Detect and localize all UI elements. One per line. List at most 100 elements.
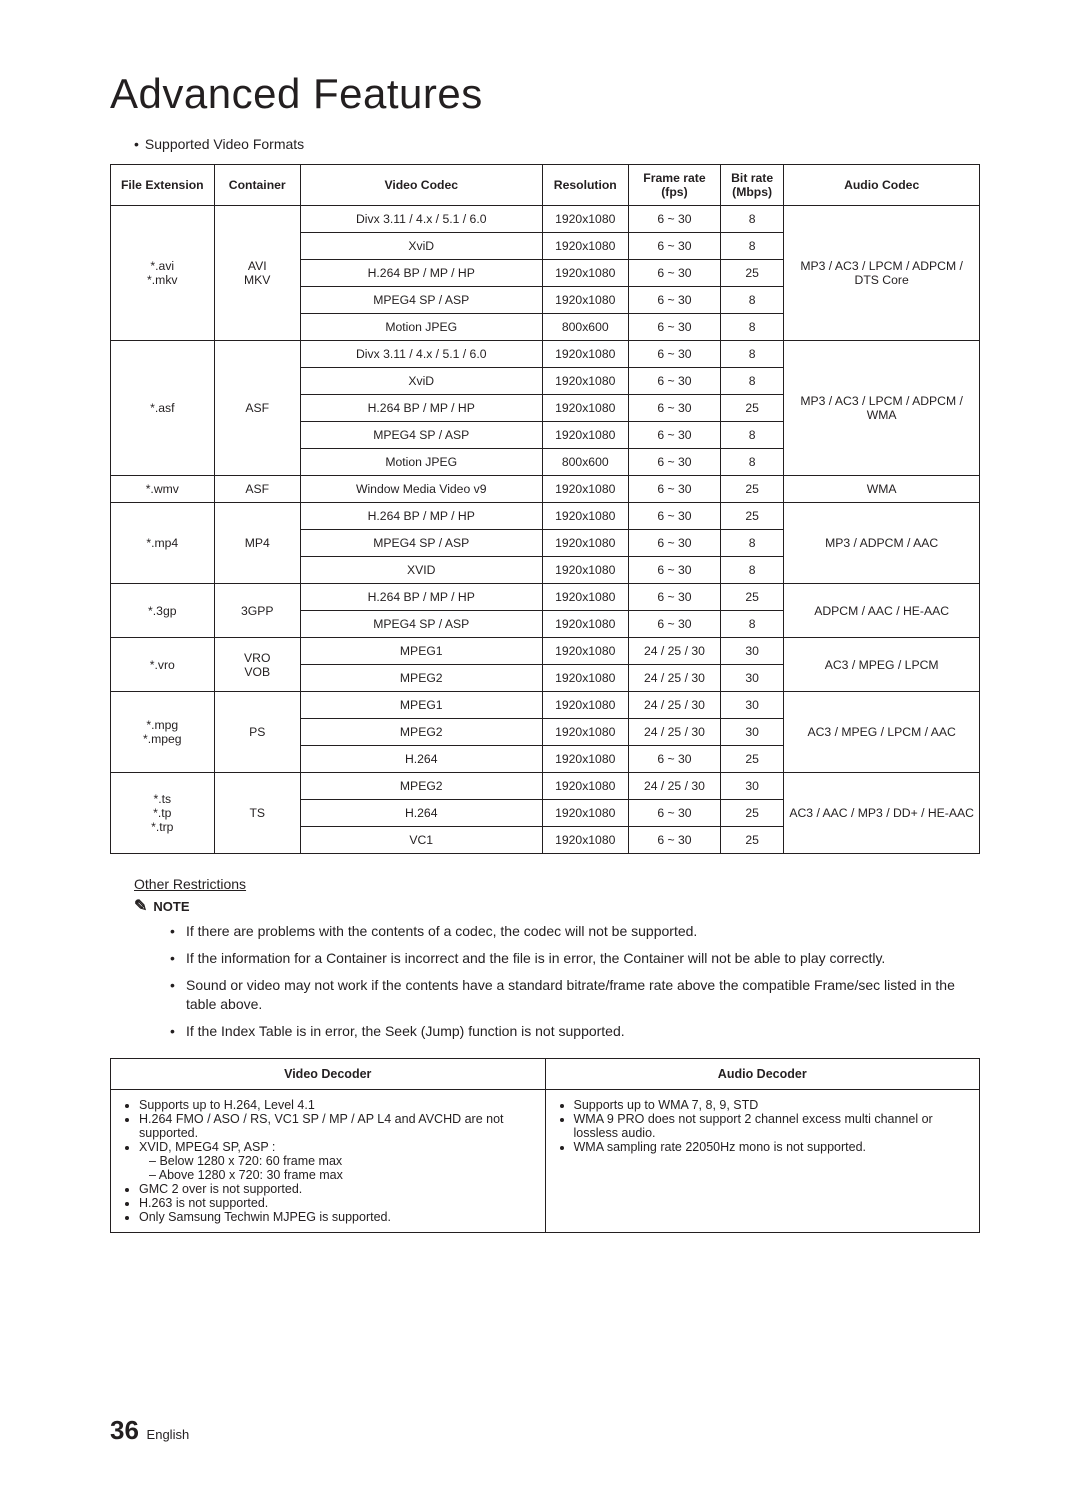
ext-cell: *.ts*.tp*.trp [111, 773, 215, 854]
ext-cell: *.avi*.mkv [111, 206, 215, 341]
note-item: If the information for a Container is in… [170, 949, 980, 968]
page-title: Advanced Features [110, 70, 980, 118]
table-cell: 1920x1080 [542, 557, 628, 584]
table-cell: 1920x1080 [542, 800, 628, 827]
table-cell: 6 ~ 30 [628, 557, 720, 584]
table-cell: 1920x1080 [542, 719, 628, 746]
audio-codec-cell: MP3 / AC3 / LPCM / ADPCM / DTS Core [784, 206, 980, 341]
container-cell: MP4 [214, 503, 300, 584]
page-footer: 36 English [110, 1415, 189, 1446]
table-cell: H.264 BP / MP / HP [300, 584, 542, 611]
table-cell: 1920x1080 [542, 746, 628, 773]
audio-decoder-item: WMA sampling rate 22050Hz mono is not su… [574, 1140, 970, 1154]
video-format-table: File ExtensionContainerVideo CodecResolu… [110, 164, 980, 854]
table-header: Bit rate (Mbps) [720, 165, 783, 206]
decoder-audio-cell: Supports up to WMA 7, 8, 9, STDWMA 9 PRO… [545, 1090, 980, 1233]
table-cell: 6 ~ 30 [628, 206, 720, 233]
decoder-video-cell: Supports up to H.264, Level 4.1H.264 FMO… [111, 1090, 546, 1233]
table-cell: Motion JPEG [300, 314, 542, 341]
table-cell: 25 [720, 827, 783, 854]
audio-codec-cell: AC3 / AAC / MP3 / DD+ / HE-AAC [784, 773, 980, 854]
audio-codec-cell: WMA [784, 476, 980, 503]
notes-list: If there are problems with the contents … [170, 922, 980, 1040]
audio-codec-cell: MP3 / ADPCM / AAC [784, 503, 980, 584]
table-cell: 800x600 [542, 449, 628, 476]
table-header: Video Codec [300, 165, 542, 206]
table-cell: MPEG4 SP / ASP [300, 611, 542, 638]
ext-cell: *.mp4 [111, 503, 215, 584]
table-cell: 1920x1080 [542, 584, 628, 611]
subtitle-row: Supported Video Formats [134, 136, 980, 152]
table-cell: 8 [720, 233, 783, 260]
table-cell: 6 ~ 30 [628, 503, 720, 530]
table-header: Container [214, 165, 300, 206]
ext-cell: *.3gp [111, 584, 215, 638]
table-cell: 6 ~ 30 [628, 395, 720, 422]
note-item: Sound or video may not work if the conte… [170, 976, 980, 1014]
table-cell: H.264 BP / MP / HP [300, 260, 542, 287]
table-cell: 30 [720, 773, 783, 800]
table-cell: 24 / 25 / 30 [628, 665, 720, 692]
video-decoder-item: Supports up to H.264, Level 4.1 [139, 1098, 535, 1112]
table-cell: 8 [720, 557, 783, 584]
table-cell: 6 ~ 30 [628, 530, 720, 557]
table-cell: 1920x1080 [542, 368, 628, 395]
table-cell: 1920x1080 [542, 341, 628, 368]
video-decoder-item: Only Samsung Techwin MJPEG is supported. [139, 1210, 535, 1224]
table-cell: 30 [720, 665, 783, 692]
table-cell: 25 [720, 476, 783, 503]
table-cell: 800x600 [542, 314, 628, 341]
table-cell: 6 ~ 30 [628, 341, 720, 368]
table-cell: 1920x1080 [542, 638, 628, 665]
table-cell: 6 ~ 30 [628, 827, 720, 854]
note-icon: ✎ [134, 896, 147, 916]
table-cell: 24 / 25 / 30 [628, 719, 720, 746]
video-decoder-item: H.263 is not supported. [139, 1196, 535, 1210]
decoder-header-video: Video Decoder [111, 1059, 546, 1090]
video-decoder-subitem: Below 1280 x 720: 60 frame max [149, 1154, 535, 1168]
video-decoder-item: H.264 FMO / ASO / RS, VC1 SP / MP / AP L… [139, 1112, 535, 1140]
audio-codec-cell: ADPCM / AAC / HE-AAC [784, 584, 980, 638]
table-cell: 1920x1080 [542, 260, 628, 287]
container-cell: ASF [214, 476, 300, 503]
table-header: Audio Codec [784, 165, 980, 206]
table-cell: Divx 3.11 / 4.x / 5.1 / 6.0 [300, 206, 542, 233]
table-cell: 8 [720, 287, 783, 314]
table-cell: XviD [300, 368, 542, 395]
table-cell: 6 ~ 30 [628, 422, 720, 449]
table-cell: 25 [720, 746, 783, 773]
table-cell: 1920x1080 [542, 611, 628, 638]
table-cell: 6 ~ 30 [628, 233, 720, 260]
table-cell: 6 ~ 30 [628, 449, 720, 476]
audio-codec-cell: AC3 / MPEG / LPCM [784, 638, 980, 692]
table-cell: 24 / 25 / 30 [628, 692, 720, 719]
decoder-table: Video Decoder Audio Decoder Supports up … [110, 1058, 980, 1233]
note-label: NOTE [153, 899, 189, 914]
table-cell: MPEG4 SP / ASP [300, 422, 542, 449]
table-cell: 6 ~ 30 [628, 368, 720, 395]
table-cell: H.264 BP / MP / HP [300, 503, 542, 530]
table-cell: 1920x1080 [542, 395, 628, 422]
table-cell: H.264 [300, 800, 542, 827]
note-item: If there are problems with the contents … [170, 922, 980, 941]
audio-decoder-item: Supports up to WMA 7, 8, 9, STD [574, 1098, 970, 1112]
table-cell: 25 [720, 800, 783, 827]
container-cell: AVIMKV [214, 206, 300, 341]
note-row: ✎ NOTE [134, 896, 980, 916]
table-cell: MPEG1 [300, 638, 542, 665]
table-cell: MPEG4 SP / ASP [300, 530, 542, 557]
table-cell: 1920x1080 [542, 503, 628, 530]
table-cell: Motion JPEG [300, 449, 542, 476]
table-cell: XVID [300, 557, 542, 584]
table-cell: 6 ~ 30 [628, 314, 720, 341]
table-cell: 6 ~ 30 [628, 746, 720, 773]
container-cell: 3GPP [214, 584, 300, 638]
table-header: Frame rate (fps) [628, 165, 720, 206]
table-cell: 1920x1080 [542, 692, 628, 719]
audio-codec-cell: MP3 / AC3 / LPCM / ADPCM / WMA [784, 341, 980, 476]
table-cell: 1920x1080 [542, 206, 628, 233]
table-cell: 6 ~ 30 [628, 287, 720, 314]
video-decoder-subitem: Above 1280 x 720: 30 frame max [149, 1168, 535, 1182]
table-cell: 1920x1080 [542, 476, 628, 503]
table-cell: Divx 3.11 / 4.x / 5.1 / 6.0 [300, 341, 542, 368]
